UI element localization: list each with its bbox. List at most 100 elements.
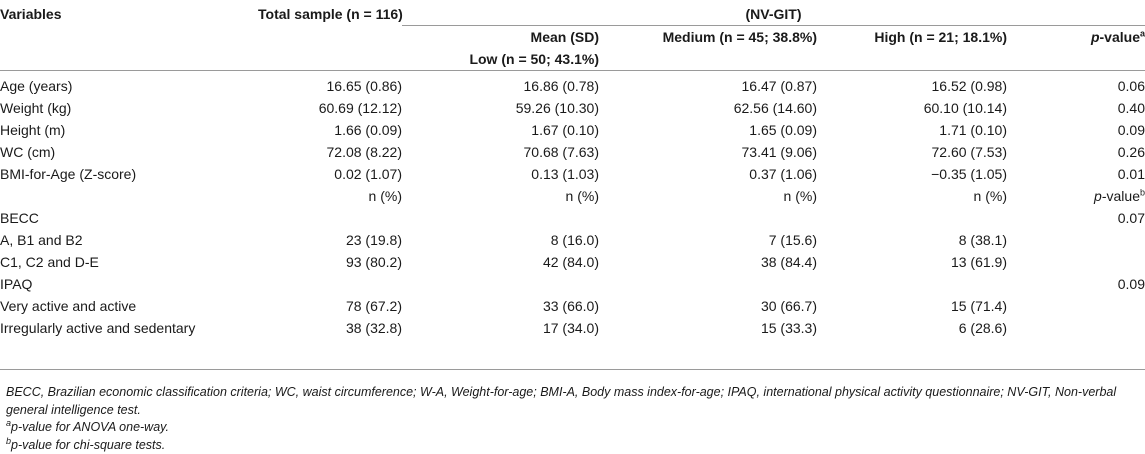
footnote-b: bp-value for chi-square tests. xyxy=(6,437,1136,454)
cell-medium: 1.65 (0.09) xyxy=(599,119,817,141)
cell-total: n (%) xyxy=(258,185,402,207)
header-medium: Medium (n = 45; 38.8%) xyxy=(599,26,817,71)
cell-variable: Weight (kg) xyxy=(0,97,258,119)
cell-total: 72.08 (8.22) xyxy=(258,141,402,163)
cell-high: 8 (38.1) xyxy=(817,229,1007,251)
footnotes: BECC, Brazilian economic classification … xyxy=(6,384,1136,454)
header-empty-2 xyxy=(258,26,402,71)
cell-low: 0.13 (1.03) xyxy=(402,163,599,185)
cell-p-value: 0.40 xyxy=(1007,97,1145,119)
cell-medium: 38 (84.4) xyxy=(599,251,817,273)
cell-variable: BMI-for-Age (Z-score) xyxy=(0,163,258,185)
cell-medium xyxy=(599,273,817,295)
pvalue-b-italic: p xyxy=(1094,188,1102,204)
table-row: n (%)n (%)n (%)n (%)p-valueb xyxy=(0,185,1145,207)
cell-medium: 15 (33.3) xyxy=(599,317,817,339)
cell-total: 93 (80.2) xyxy=(258,251,402,273)
cell-low: 8 (16.0) xyxy=(402,229,599,251)
cell-total: 60.69 (12.12) xyxy=(258,97,402,119)
header-p-value: p-valuea xyxy=(1007,26,1145,71)
cell-low: 70.68 (7.63) xyxy=(402,141,599,163)
header-row-2: Mean (SD) Low (n = 50; 43.1%) Medium (n … xyxy=(0,26,1145,71)
cell-medium: 0.37 (1.06) xyxy=(599,163,817,185)
cell-variable: WC (cm) xyxy=(0,141,258,163)
cell-total xyxy=(258,207,402,229)
cell-low: 1.67 (0.10) xyxy=(402,119,599,141)
footnote-a-text: p-value for ANOVA one-way. xyxy=(11,420,169,434)
cell-high: 1.71 (0.10) xyxy=(817,119,1007,141)
cell-variable: BECC xyxy=(0,207,258,229)
cell-p-value xyxy=(1007,251,1145,273)
cell-variable: A, B1 and B2 xyxy=(0,229,258,251)
cell-p-value: 0.07 xyxy=(1007,207,1145,229)
table-row: BECC 0.07 xyxy=(0,207,1145,229)
pvalue-b-sup: b xyxy=(1140,187,1145,197)
cell-variable: Irregularly active and sedentary xyxy=(0,317,258,339)
cell-p-value: 0.09 xyxy=(1007,273,1145,295)
cell-high xyxy=(817,207,1007,229)
header-variables: Variables xyxy=(0,3,258,26)
cell-total: 1.66 (0.09) xyxy=(258,119,402,141)
cell-high: n (%) xyxy=(817,185,1007,207)
header-row-1: Variables Total sample (n = 116) (NV-GIT… xyxy=(0,3,1145,26)
cell-total: 0.02 (1.07) xyxy=(258,163,402,185)
cell-medium: 16.47 (0.87) xyxy=(599,71,817,98)
table-row: IPAQ 0.09 xyxy=(0,273,1145,295)
cell-variable: IPAQ xyxy=(0,273,258,295)
cell-p-value: 0.06 xyxy=(1007,71,1145,98)
cell-high xyxy=(817,273,1007,295)
cell-medium: 73.41 (9.06) xyxy=(599,141,817,163)
cell-medium: n (%) xyxy=(599,185,817,207)
table-row: BMI-for-Age (Z-score)0.02 (1.07)0.13 (1.… xyxy=(0,163,1145,185)
cell-total: 16.65 (0.86) xyxy=(258,71,402,98)
cell-low: 33 (66.0) xyxy=(402,295,599,317)
cell-low: 42 (84.0) xyxy=(402,251,599,273)
cell-total: 38 (32.8) xyxy=(258,317,402,339)
cell-p-value: 0.01 xyxy=(1007,163,1145,185)
cell-p-value xyxy=(1007,295,1145,317)
cell-low: 59.26 (10.30) xyxy=(402,97,599,119)
cell-total xyxy=(258,273,402,295)
footnote-b-text: p-value for chi-square tests. xyxy=(11,438,165,452)
header-p-suffix: -value xyxy=(1100,29,1140,45)
cell-variable xyxy=(0,185,258,207)
pvalue-b-suffix: -value xyxy=(1102,188,1140,204)
header-empty-1 xyxy=(0,26,258,71)
header-group: (NV-GIT) xyxy=(402,3,1145,26)
cell-high: 13 (61.9) xyxy=(817,251,1007,273)
cell-medium: 62.56 (14.60) xyxy=(599,97,817,119)
cell-variable: Age (years) xyxy=(0,71,258,98)
footnote-abbreviations: BECC, Brazilian economic classification … xyxy=(6,384,1136,419)
cell-variable: Very active and active xyxy=(0,295,258,317)
results-table: Variables Total sample (n = 116) (NV-GIT… xyxy=(0,3,1145,339)
header-p-sup: a xyxy=(1140,28,1145,38)
cell-p-value: p-valueb xyxy=(1007,185,1145,207)
cell-low: n (%) xyxy=(402,185,599,207)
cell-low xyxy=(402,273,599,295)
cell-medium: 30 (66.7) xyxy=(599,295,817,317)
table-row: Age (years)16.65 (0.86)16.86 (0.78)16.47… xyxy=(0,71,1145,98)
header-total-sample: Total sample (n = 116) xyxy=(258,3,402,26)
cell-medium xyxy=(599,207,817,229)
cell-low xyxy=(402,207,599,229)
cell-variable: C1, C2 and D-E xyxy=(0,251,258,273)
header-low-group: Mean (SD) Low (n = 50; 43.1%) xyxy=(402,26,599,71)
cell-high: 60.10 (10.14) xyxy=(817,97,1007,119)
cell-total: 23 (19.8) xyxy=(258,229,402,251)
footnote-a: ap-value for ANOVA one-way. xyxy=(6,419,1136,437)
header-high: High (n = 21; 18.1%) xyxy=(817,26,1007,71)
cell-low: 17 (34.0) xyxy=(402,317,599,339)
cell-medium: 7 (15.6) xyxy=(599,229,817,251)
cell-total: 78 (67.2) xyxy=(258,295,402,317)
header-mean-sd: Mean (SD) xyxy=(402,26,599,48)
header-p-italic: p xyxy=(1091,29,1100,45)
table-body: Age (years)16.65 (0.86)16.86 (0.78)16.47… xyxy=(0,71,1145,340)
cell-p-value: 0.26 xyxy=(1007,141,1145,163)
cell-p-value xyxy=(1007,317,1145,339)
table-row: Weight (kg)60.69 (12.12)59.26 (10.30)62.… xyxy=(0,97,1145,119)
cell-low: 16.86 (0.78) xyxy=(402,71,599,98)
